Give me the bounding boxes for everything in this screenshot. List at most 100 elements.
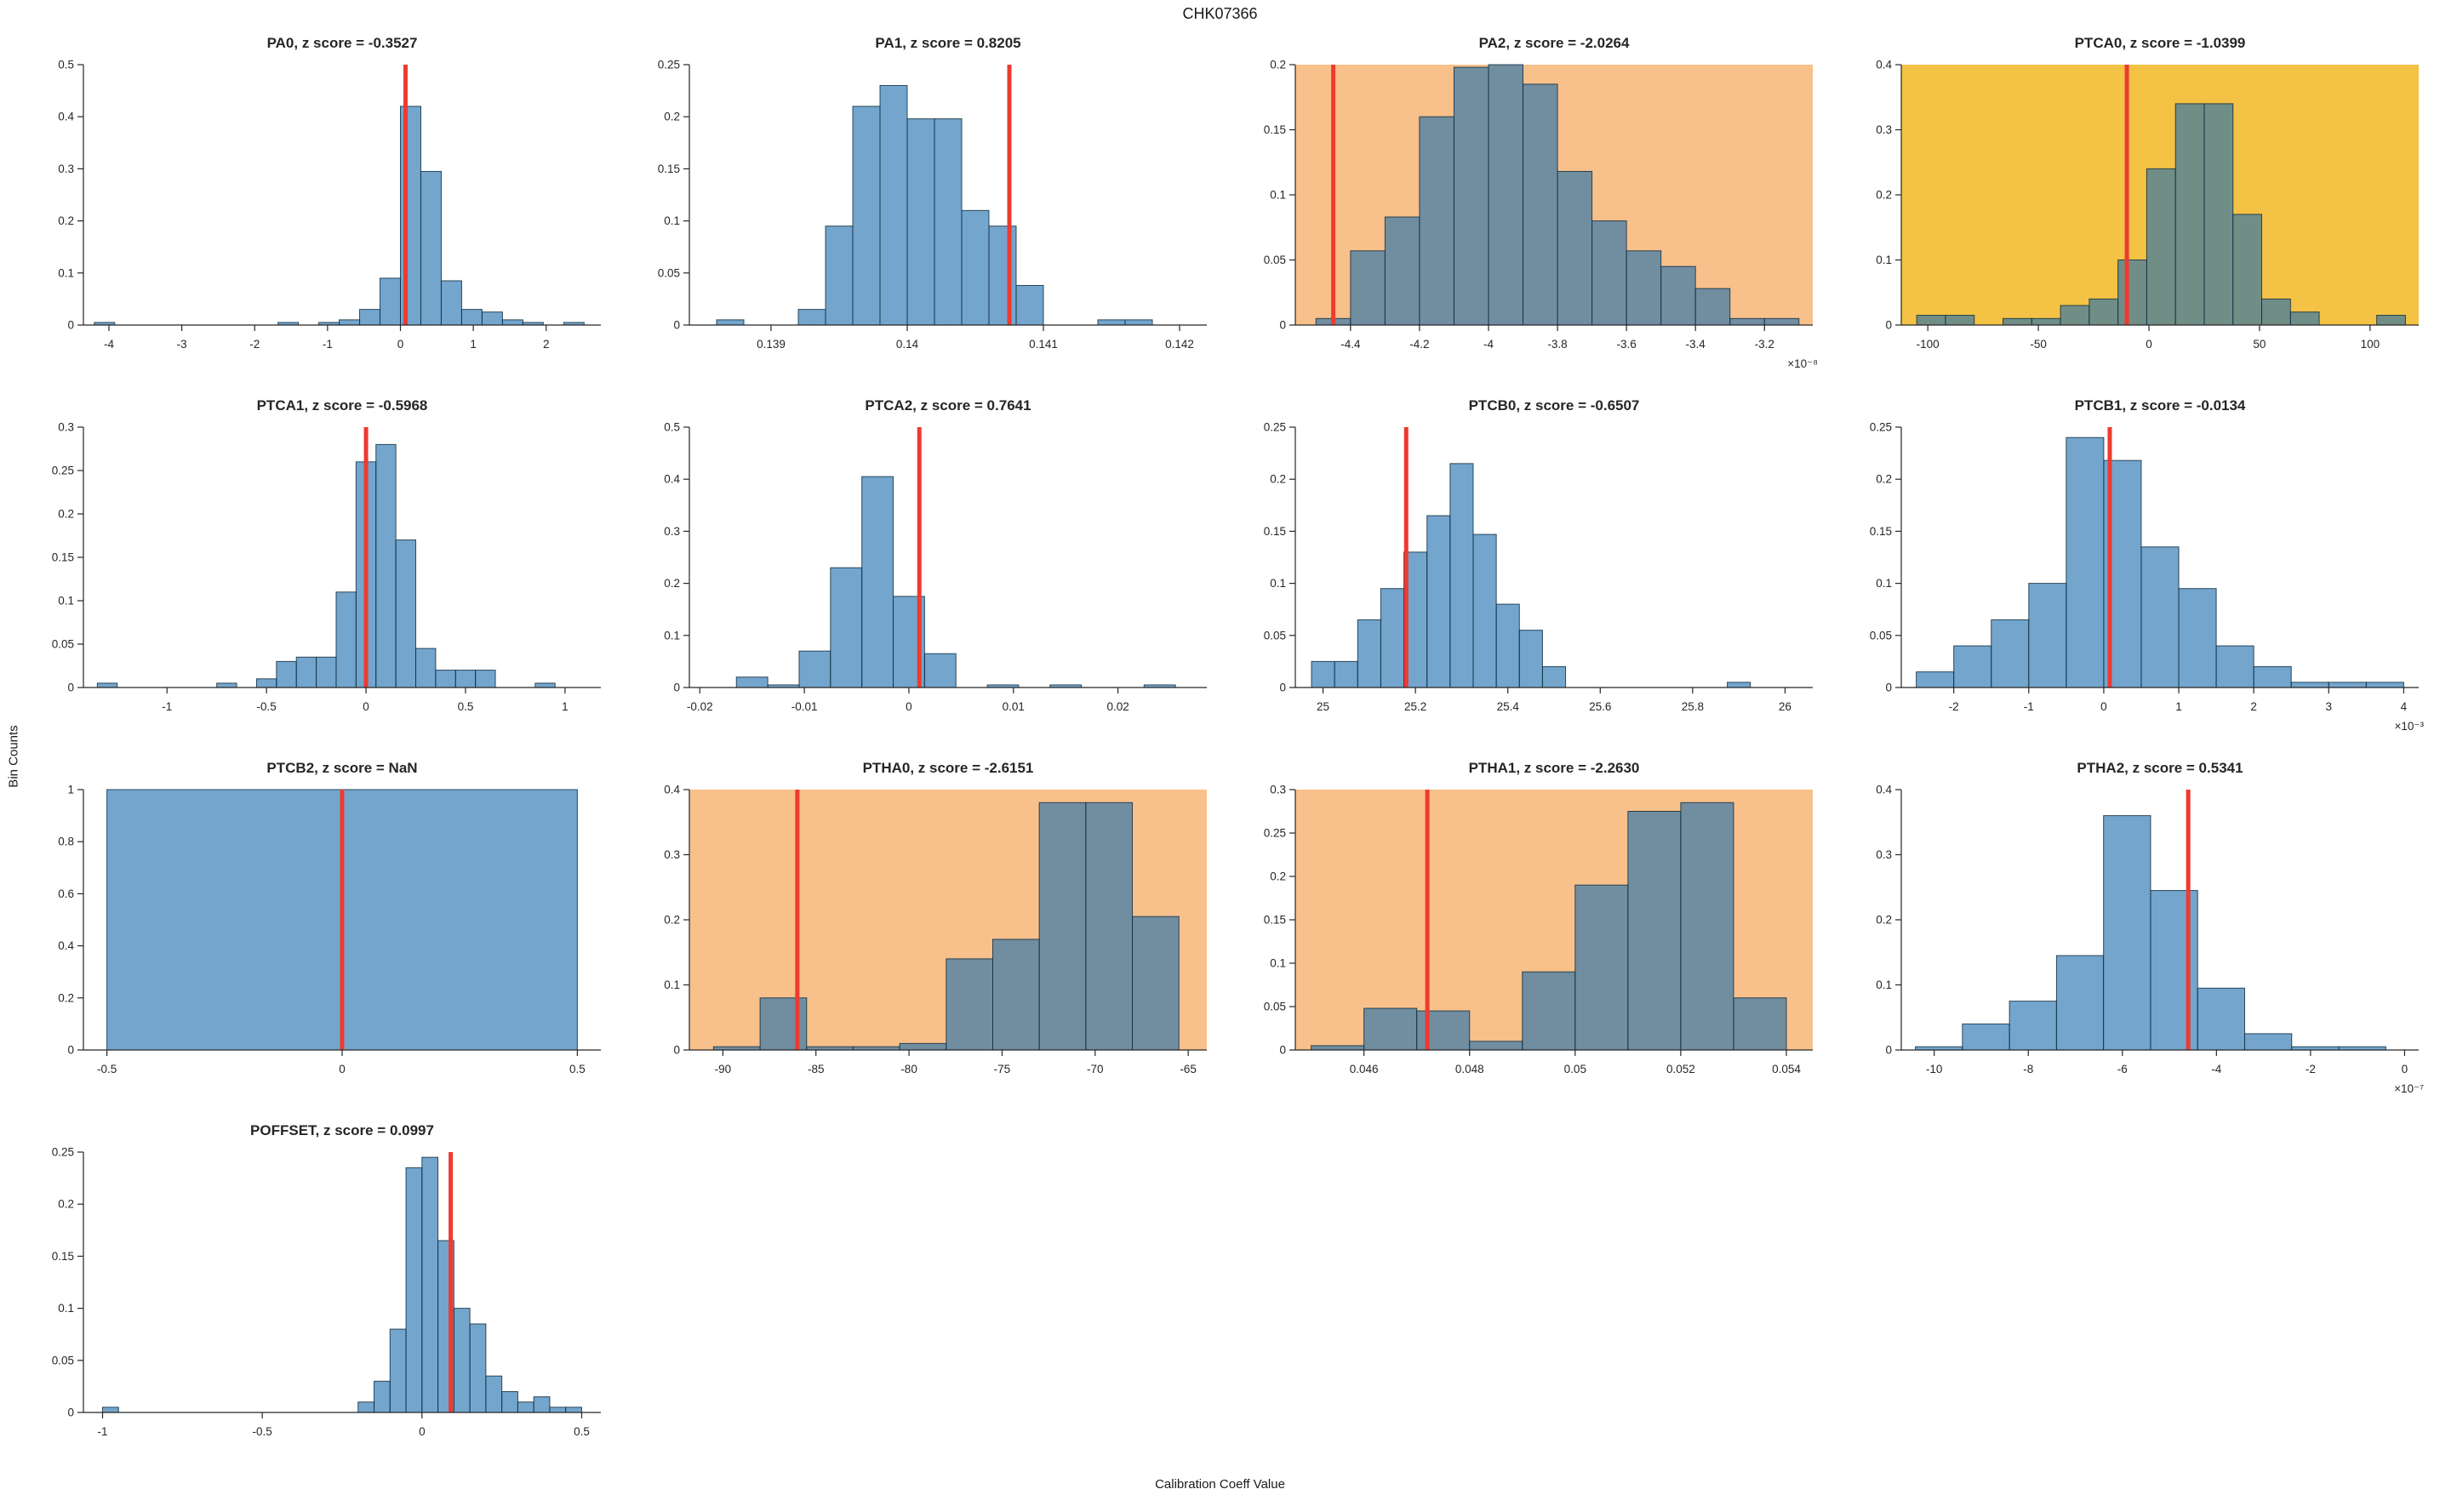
hist-bar [1038, 802, 1087, 1051]
hist-bar [2055, 955, 2105, 1051]
y-tick-label: 0.2 [664, 111, 680, 123]
hist-bar [716, 319, 745, 326]
y-tick-label: 0.15 [1870, 525, 1892, 538]
x-axis-label: Calibration Coeff Value [1155, 1477, 1285, 1492]
hist-bar [1132, 916, 1180, 1051]
hist-bar [1557, 170, 1593, 326]
y-tick-label: 0.3 [58, 421, 74, 434]
hist-bar [2365, 682, 2404, 688]
y-tick-label: 0.1 [664, 979, 680, 991]
y-tick-label: 0.1 [58, 1302, 74, 1315]
y-tick-label: 0.3 [1876, 123, 1892, 136]
hist-bar [1541, 666, 1567, 688]
subplot-PA1: 0 0.05 0.1 0.15 0.2 0.25 0.139 0.14 0.141 0.142 PA… [631, 29, 1219, 386]
y-axis-label: Bin Counts [6, 724, 21, 788]
x-tick-label: -2 [2306, 1063, 2316, 1076]
hist-bar [1426, 515, 1451, 688]
hist-bar [2232, 214, 2263, 326]
x-tick-label: 25.4 [1497, 700, 1520, 713]
subplot-title: PA1, z score = 0.8205 [875, 35, 1020, 51]
y-tick-label: 0.5 [58, 59, 74, 71]
x-tick-label: 0.14 [896, 338, 919, 351]
y-tick-label: 0.1 [1270, 957, 1286, 970]
x-tick-label: 26 [1779, 700, 1791, 713]
y-tick-label: 0.4 [664, 473, 680, 486]
x-tick-label: 0.048 [1455, 1063, 1484, 1076]
x-tick-label: 25.2 [1404, 700, 1426, 713]
hist-bar [2174, 103, 2205, 326]
x-tick-label: -2 [1949, 700, 1959, 713]
hist-bar [395, 539, 417, 688]
x-tick-label: 0 [397, 338, 404, 351]
y-tick-label: 0.3 [1270, 784, 1286, 796]
subplot-PA2: 0 0.05 0.1 0.15 0.2 -4.4 -4.2 -4 -3.8 -3.6 -3.4 -3.… [1237, 29, 1825, 386]
y-tick-label: 0 [1885, 1044, 1892, 1057]
hist-bar [1495, 603, 1520, 688]
histogram-canvas-PTCA1: 0 0.05 0.1 0.15 0.2 0.25 0.3 -1 -0.5 0 0.5 1 PTCA1, … [52, 397, 601, 713]
hist-bar [2215, 645, 2254, 688]
x-tick-label: -100 [1917, 338, 1940, 351]
hist-bar [1085, 802, 1134, 1051]
histogram-canvas-PA0: 0 0.1 0.2 0.3 0.4 0.5 -4 -3 -2 -1 0 1 2 PA0, z score … [58, 35, 601, 351]
y-tick-label: 0.4 [1876, 784, 1892, 796]
y-tick-label: 0.1 [1876, 254, 1892, 266]
hist-bar [517, 1401, 534, 1413]
x-tick-label: 0.02 [1106, 700, 1129, 713]
hist-bar [1626, 250, 1662, 326]
x-tick-label: -0.5 [97, 1063, 117, 1076]
figure-title: CHK07366 [1182, 5, 1258, 22]
x-tick-label: 0.139 [757, 338, 786, 351]
hist-bar [2103, 815, 2151, 1051]
hist-bar [475, 670, 496, 688]
hist-bar [2376, 315, 2406, 326]
hist-bar [1660, 265, 1696, 326]
hist-bar [934, 118, 963, 326]
hist-bar [1727, 682, 1751, 688]
hist-bar [1363, 1007, 1418, 1051]
y-tick-label: 0.05 [1264, 629, 1286, 642]
hist-bar [1763, 317, 1800, 326]
x-tick-label: -3.4 [1686, 338, 1706, 351]
hist-bar [1574, 884, 1629, 1051]
y-tick-label: 0.1 [1876, 577, 1892, 590]
x-tick-label: -0.5 [257, 700, 277, 713]
subplot-grid: 0 0.1 0.2 0.3 0.4 0.5 -4 -3 -2 -1 0 1 2 PA0, z score … [26, 29, 2440, 1474]
y-tick-label: 0.2 [58, 1198, 74, 1211]
x-tick-label: -8 [2023, 1063, 2033, 1076]
hist-bar [357, 1401, 375, 1413]
x-tick-label: 0 [363, 700, 369, 713]
hist-bar [1311, 660, 1335, 688]
hist-bar [216, 682, 237, 688]
hist-bar [1518, 630, 1543, 688]
subplot-PTCB2: 0 0.2 0.4 0.6 0.8 1 -0.5 0 0.5 PTCB2, z score = N… [26, 754, 613, 1111]
y-tick-label: 0.1 [1876, 979, 1892, 991]
hist-bar [830, 567, 863, 688]
x-tick-label: 100 [2361, 338, 2380, 351]
histogram-canvas-PTCA2: 0 0.1 0.2 0.3 0.4 0.5 -0.02 -0.01 0 0.01 0.02 PTCA2… [664, 397, 1207, 713]
hist-bar [501, 319, 523, 326]
hist-bar [2253, 666, 2292, 688]
hist-bar [460, 309, 483, 326]
x-tick-label: 0.05 [1564, 1063, 1586, 1076]
hist-bar [2290, 682, 2329, 688]
hist-bar [533, 1396, 551, 1413]
hist-bar [1523, 83, 1558, 326]
hist-bar [295, 656, 317, 688]
x-tick-label: 0.054 [1772, 1063, 1801, 1076]
x-tick-label: -1 [2024, 700, 2034, 713]
hist-bar [1916, 671, 1955, 688]
hist-bar [1591, 220, 1627, 326]
hist-bar [2003, 317, 2032, 326]
y-tick-label: 0 [673, 319, 680, 332]
hist-bar [1953, 645, 1992, 688]
hist-bar [534, 682, 556, 688]
x-tick-label: -1 [98, 1425, 108, 1438]
y-tick-label: 0 [673, 1044, 680, 1057]
subplot-PTCB1: 0 0.05 0.1 0.15 0.2 0.25 -2 -1 0 1 2 3 4 ×10⁻³ PTCB1, … [1843, 391, 2431, 749]
y-tick-label: 0 [67, 319, 74, 332]
y-tick-label: 0 [1279, 1044, 1286, 1057]
y-tick-label: 0.2 [664, 577, 680, 590]
hist-bar [405, 1167, 423, 1413]
y-tick-label: 0.1 [1270, 577, 1286, 590]
